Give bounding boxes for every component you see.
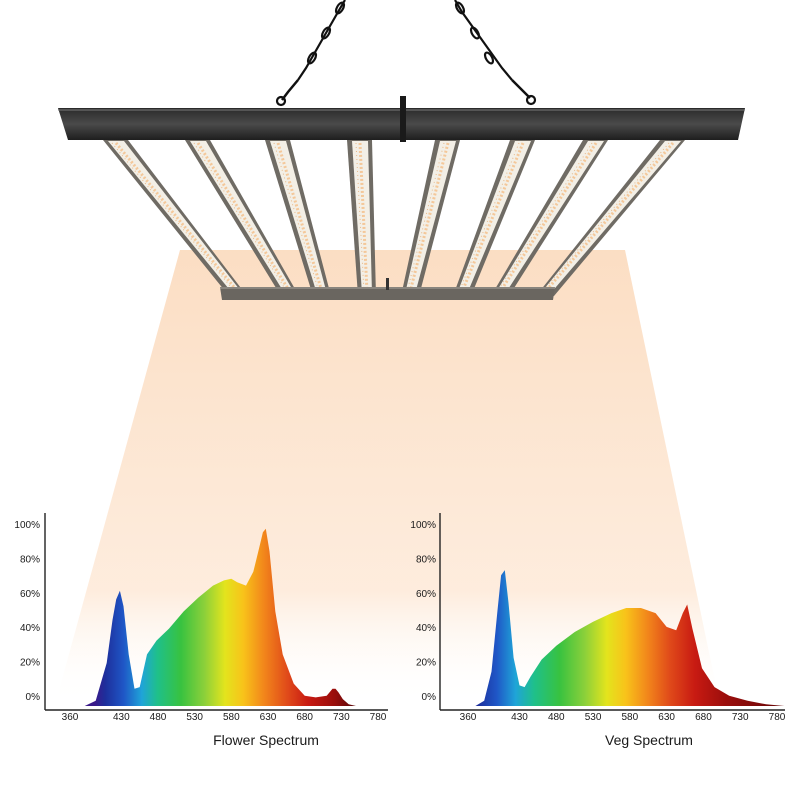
x-tick-label: 680 [296, 712, 313, 723]
y-tick-label: 20% [416, 658, 436, 669]
x-tick-label: 360 [460, 712, 477, 723]
y-tick-label: 80% [20, 554, 40, 565]
x-tick-label: 680 [695, 712, 712, 723]
led-strip [401, 140, 460, 296]
led-bars [103, 140, 685, 296]
y-tick-label: 0% [422, 692, 437, 703]
x-tick-label: 580 [223, 712, 240, 723]
led-strip [185, 140, 299, 296]
x-tick-label: 580 [622, 712, 639, 723]
led-strip [347, 140, 376, 296]
x-tick-label: 780 [370, 712, 387, 723]
x-tick-label: 530 [585, 712, 602, 723]
flower-spectrum-chart: 0% 20% 40% 60% 80% 100% 360 430 480 530 580 630 680 7… [14, 513, 388, 723]
spectrum-area [84, 528, 356, 706]
fixture-bottom-bar [220, 278, 555, 300]
y-tick-label: 40% [20, 623, 40, 634]
spectrum-area [475, 570, 785, 706]
x-tick-label: 530 [186, 712, 203, 723]
led-strip [536, 140, 685, 296]
x-tick-label: 360 [62, 712, 79, 723]
veg-spectrum-chart: 0% 20% 40% 60% 80% 100% 360 430 480 530 580 630 680 7… [410, 513, 786, 723]
x-tick-label: 480 [548, 712, 565, 723]
y-tick-label: 100% [14, 520, 40, 531]
led-strip [491, 140, 608, 296]
flower-spectrum-title: Flower Spectrum [213, 732, 319, 748]
y-tick-label: 0% [26, 692, 41, 703]
led-strip [453, 140, 535, 296]
x-tick-label: 730 [732, 712, 749, 723]
y-tick-label: 60% [20, 589, 40, 600]
x-tick-label: 630 [260, 712, 277, 723]
y-tick-label: 60% [416, 589, 436, 600]
x-tick-label: 780 [769, 712, 786, 723]
x-tick-label: 630 [658, 712, 675, 723]
led-strip [103, 140, 247, 296]
y-tick-label: 80% [416, 554, 436, 565]
x-tick-label: 430 [511, 712, 528, 723]
led-strip [265, 140, 331, 296]
fixture-top-bar [58, 96, 745, 142]
x-tick-label: 430 [113, 712, 130, 723]
hanging-chain-right [454, 0, 537, 106]
x-tick-label: 730 [333, 712, 350, 723]
y-tick-label: 40% [416, 623, 436, 634]
x-tick-label: 480 [150, 712, 167, 723]
hanging-chain-left [275, 0, 346, 107]
y-tick-label: 20% [20, 658, 40, 669]
veg-spectrum-title: Veg Spectrum [605, 732, 693, 748]
y-tick-label: 100% [410, 520, 436, 531]
